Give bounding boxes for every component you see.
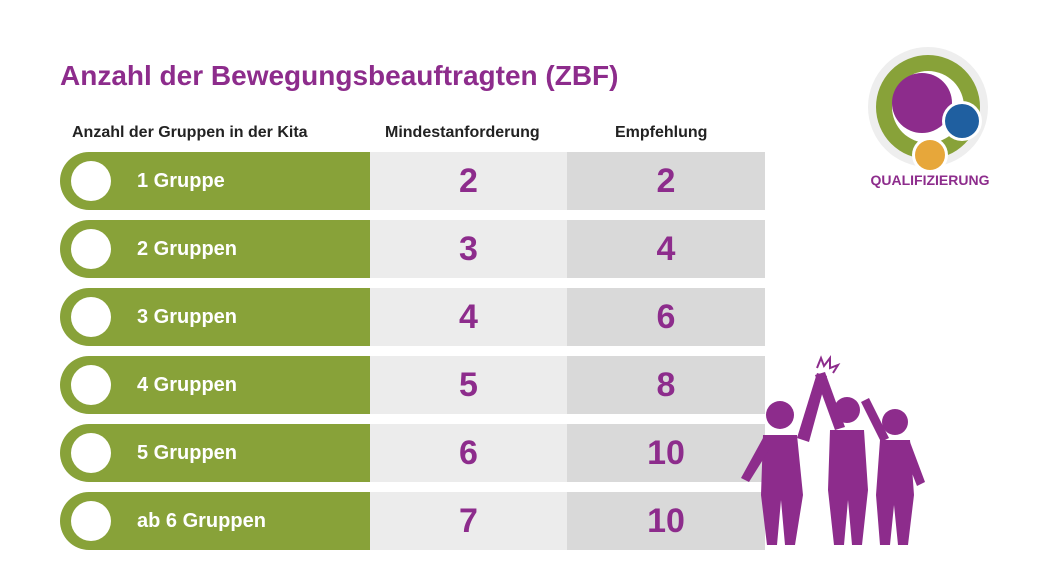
header-min: Mindestanforderung [385, 124, 540, 141]
rec-value: 4 [567, 220, 765, 278]
min-value: 2 [370, 152, 567, 210]
group-label: ab 6 Gruppen [137, 510, 266, 532]
table-row: 2 Gruppen 3 4 [60, 220, 765, 278]
circle-icon [71, 501, 111, 541]
group-label-cell: 4 Gruppen [60, 356, 370, 414]
group-label-cell: ab 6 Gruppen [60, 492, 370, 550]
min-value: 3 [370, 220, 567, 278]
group-label: 5 Gruppen [137, 442, 238, 464]
circle-icon [71, 161, 111, 201]
qualifizierung-logo: QUALIFIZIERUNG [868, 47, 990, 188]
table-row: 3 Gruppen 4 6 [60, 288, 765, 346]
svg-text:QUALIFIZIERUNG: QUALIFIZIERUNG [871, 172, 990, 188]
header-groups: Anzahl der Gruppen in der Kita [72, 124, 308, 141]
group-label: 1 Gruppe [137, 170, 225, 192]
rec-value: 8 [567, 356, 765, 414]
rec-value: 10 [567, 492, 765, 550]
group-label-cell: 5 Gruppen [60, 424, 370, 482]
team-people-illustration [741, 355, 925, 545]
min-value: 5 [370, 356, 567, 414]
table-row: 5 Gruppen 6 10 [60, 424, 765, 482]
group-label-cell: 1 Gruppe [60, 152, 370, 210]
group-label: 4 Gruppen [137, 374, 238, 396]
circle-icon [71, 365, 111, 405]
circle-icon [71, 229, 111, 269]
group-label: 3 Gruppen [137, 306, 238, 328]
table-row: ab 6 Gruppen 7 10 [60, 492, 765, 550]
page-title: Anzahl der Bewegungsbeauftragten (ZBF) [60, 60, 619, 91]
book-icon [915, 140, 945, 170]
min-value: 7 [370, 492, 567, 550]
rec-value: 2 [567, 152, 765, 210]
table-row: 1 Gruppe 2 2 [60, 152, 765, 210]
group-label-cell: 3 Gruppen [60, 288, 370, 346]
rec-value: 10 [567, 424, 765, 482]
head-icon [945, 104, 979, 138]
group-label: 2 Gruppen [137, 238, 238, 260]
table-row: 4 Gruppen 5 8 [60, 356, 765, 414]
circle-icon [71, 297, 111, 337]
min-value: 6 [370, 424, 567, 482]
group-label-cell: 2 Gruppen [60, 220, 370, 278]
lightbulb-icon [892, 73, 952, 133]
rec-value: 6 [567, 288, 765, 346]
header-rec: Empfehlung [615, 124, 708, 141]
min-value: 4 [370, 288, 567, 346]
circle-icon [71, 433, 111, 473]
